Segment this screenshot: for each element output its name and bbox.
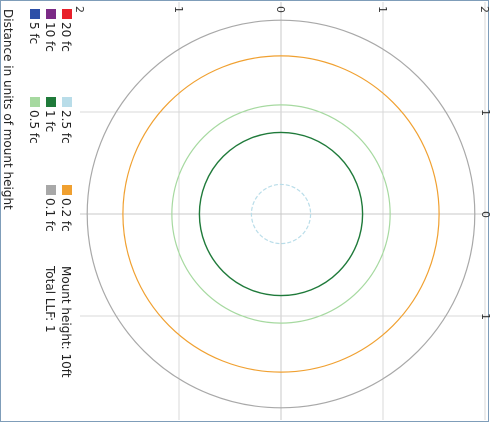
tick-labels: 2 1 0 1 2 1 0 1 xyxy=(73,6,490,320)
y-tick-label: 1 xyxy=(479,109,490,116)
contour-1-fc xyxy=(198,131,364,297)
contour-0-1-fc xyxy=(86,19,476,409)
legend: 20 fc 10 fc 5 fc 2.5 fc 1 fc 0.5 fc 0.2 … xyxy=(1,9,73,378)
contour-0-2-fc xyxy=(122,55,440,373)
x-axis-label: Distance in units of mount height xyxy=(1,9,15,210)
contour-0-5-fc xyxy=(171,104,391,324)
legend-swatch-10fc xyxy=(46,9,56,19)
legend-label-0-5fc: 0.5 fc xyxy=(27,110,41,144)
y-tick-label: 1 xyxy=(479,313,490,320)
legend-swatch-0-2fc xyxy=(62,185,72,195)
annotation-mount-height: Mount height: 10ft xyxy=(59,266,73,378)
contour-rings xyxy=(86,19,476,409)
legend-swatch-0-1fc xyxy=(46,185,56,195)
legend-swatch-0-5fc xyxy=(30,97,40,107)
legend-label-10fc: 10 fc xyxy=(43,22,57,52)
annotation-total-llf: Total LLF: 1 xyxy=(43,265,57,333)
legend-label-2-5fc: 2.5 fc xyxy=(59,110,73,144)
legend-swatch-5fc xyxy=(30,9,40,19)
x-tick-label: 2 xyxy=(478,6,490,13)
x-tick-label: 1 xyxy=(172,6,185,13)
legend-swatch-20fc xyxy=(62,9,72,19)
grid-lines xyxy=(80,2,488,420)
legend-label-1fc: 1 fc xyxy=(43,110,57,132)
contour-2-5-fc xyxy=(250,183,312,245)
x-tick-label: 2 xyxy=(73,6,86,13)
legend-label-0-2fc: 0.2 fc xyxy=(59,198,73,232)
legend-label-5fc: 5 fc xyxy=(27,22,41,44)
x-tick-label: 0 xyxy=(274,6,287,13)
y-tick-label: 0 xyxy=(479,211,490,218)
legend-swatch-2-5fc xyxy=(62,97,72,107)
legend-label-0-1fc: 0.1 fc xyxy=(43,198,57,232)
x-tick-label: 1 xyxy=(376,6,389,13)
legend-swatch-1fc xyxy=(46,97,56,107)
legend-label-20fc: 20 fc xyxy=(59,22,73,52)
